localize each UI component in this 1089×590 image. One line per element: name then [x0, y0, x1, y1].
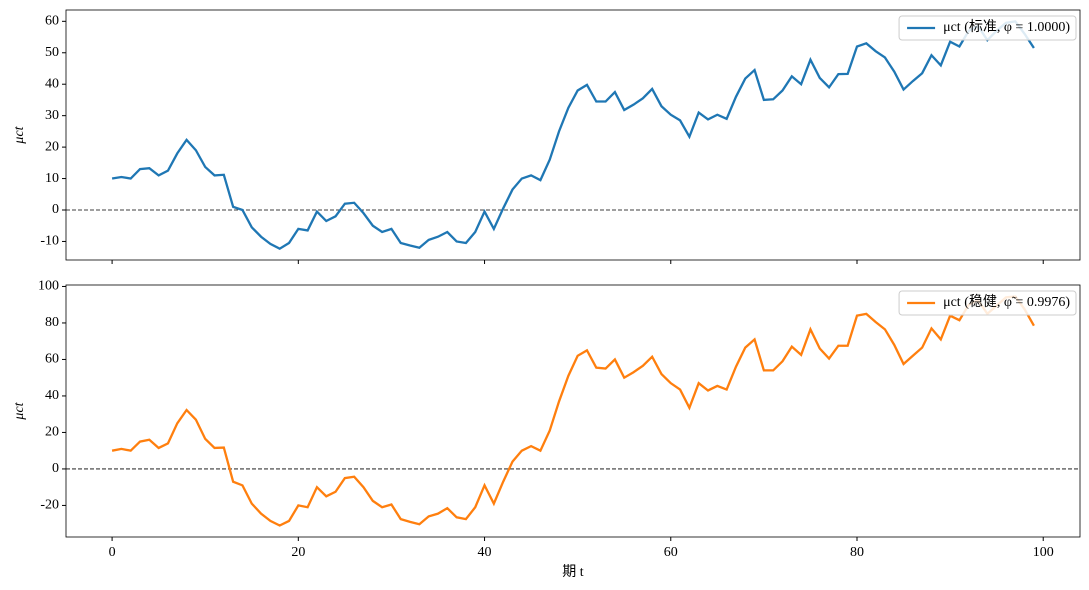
y-tick-label: 0 [52, 202, 59, 217]
y-tick-label: 20 [45, 139, 59, 154]
y-tick-label: -10 [40, 234, 59, 249]
y-tick-label: 50 [45, 45, 59, 60]
y-tick-label: 40 [45, 388, 59, 403]
legend-box [898, 290, 1077, 316]
legend-label: μct (标准, φ = 1.0000) [943, 19, 1070, 35]
y-tick-label: -20 [40, 498, 59, 513]
x-tick-label: 60 [664, 545, 678, 560]
y-tick-label: 80 [45, 315, 59, 330]
y-tick-label: 30 [45, 108, 59, 123]
y-axis-label: μct [12, 401, 27, 420]
y-tick-label: 10 [45, 171, 59, 186]
axes-frame [65, 284, 1081, 538]
y-tick-label: 60 [45, 352, 59, 367]
y-tick-label: 20 [45, 425, 59, 440]
data-line [111, 20, 1035, 250]
x-tick-label: 80 [850, 545, 864, 560]
x-axis-label: 期 t [562, 564, 583, 580]
legend-label: μct (稳健, φ̃ = 0.9976) [943, 294, 1070, 310]
data-line [111, 295, 1035, 527]
y-tick-label: 60 [45, 14, 59, 29]
y-tick-label: 40 [45, 76, 59, 91]
axes-frame [65, 9, 1081, 261]
x-tick-label: 0 [109, 545, 116, 560]
x-tick-label: 40 [478, 545, 492, 560]
y-tick-label: 0 [52, 461, 59, 476]
legend: μct (稳健, φ̃ = 0.9976) [898, 290, 1077, 316]
y-axis-label: μct [12, 125, 27, 144]
legend: μct (标准, φ = 1.0000) [898, 15, 1077, 41]
y-tick-label: 100 [38, 279, 59, 294]
legend-box [898, 15, 1077, 41]
x-tick-label: 20 [291, 545, 305, 560]
x-tick-label: 100 [1033, 545, 1054, 560]
